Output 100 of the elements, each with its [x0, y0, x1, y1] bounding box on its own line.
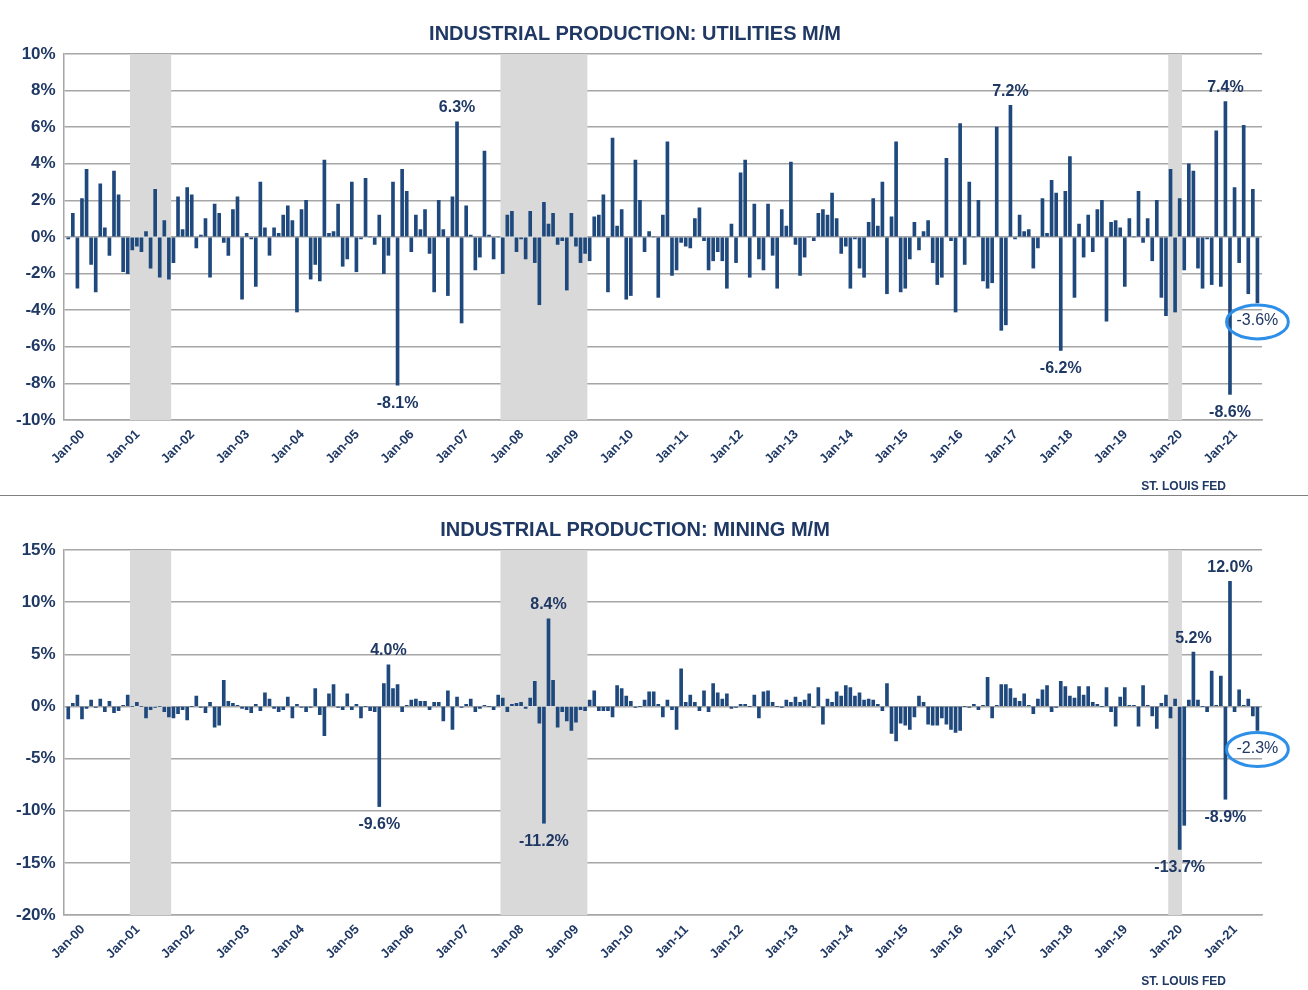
bar: [436, 200, 441, 237]
bar: [1164, 694, 1168, 707]
y-tick-label: -8%: [25, 373, 56, 393]
bar: [903, 237, 908, 289]
bar: [651, 691, 656, 707]
bar: [647, 231, 651, 237]
bar: [949, 706, 953, 730]
bar: [1141, 237, 1145, 243]
bar: [1090, 237, 1095, 252]
bar: [930, 706, 935, 726]
bar: [295, 704, 299, 707]
bar: [807, 693, 812, 707]
bar: [752, 203, 757, 237]
y-tick-label: 15%: [21, 539, 56, 559]
bar: [71, 212, 75, 237]
annotation: -8.6%: [1209, 402, 1251, 420]
bar: [619, 209, 624, 237]
bar: [176, 196, 180, 237]
annotation: -8.1%: [376, 393, 419, 411]
y-tick-label: -6%: [25, 336, 56, 356]
bar: [295, 237, 299, 313]
annotation: 5.2%: [1175, 628, 1212, 646]
bar: [917, 237, 921, 251]
bar: [1077, 223, 1081, 237]
bar: [176, 706, 180, 715]
y-tick-label: 4%: [31, 153, 56, 173]
annotation: 7.4%: [1207, 77, 1244, 95]
bar: [185, 706, 190, 721]
bar: [272, 227, 276, 237]
bar: [747, 237, 752, 278]
bar: [468, 698, 473, 707]
bar: [999, 684, 1004, 707]
bar: [167, 237, 171, 280]
bar: [656, 237, 661, 298]
bar: [583, 706, 587, 711]
bar: [688, 694, 693, 707]
bar: [98, 698, 103, 707]
bar: [185, 187, 190, 237]
bar: [885, 683, 889, 707]
bar: [66, 706, 71, 720]
bar: [990, 706, 994, 719]
bar: [775, 237, 780, 289]
bar: [926, 220, 930, 237]
bar: [1154, 200, 1159, 237]
bar: [734, 237, 738, 263]
bar: [93, 237, 98, 293]
bar: [125, 694, 130, 707]
bar: [843, 685, 848, 707]
y-tick-label: -2%: [25, 263, 56, 283]
bar: [112, 170, 116, 237]
bar: [757, 706, 761, 719]
bar: [962, 237, 967, 265]
bar: [917, 695, 921, 707]
bar: [894, 141, 898, 237]
bar: [391, 181, 395, 237]
bar: [473, 237, 478, 271]
bar: [532, 681, 537, 707]
bar: [862, 237, 866, 278]
bar: [455, 121, 459, 237]
bar: [441, 706, 446, 722]
y-tick-label: 2%: [31, 190, 56, 210]
bar: [208, 701, 212, 707]
bar: [1122, 687, 1127, 707]
bar: [336, 203, 340, 237]
bar: [153, 189, 157, 237]
bar: [999, 237, 1004, 331]
bar: [1086, 214, 1091, 237]
bar: [313, 688, 318, 707]
bar: [423, 700, 427, 707]
annotation: -3.6%: [1236, 311, 1279, 329]
bar: [1109, 222, 1113, 237]
bar: [249, 706, 254, 714]
bar: [688, 237, 693, 249]
bar: [455, 696, 459, 707]
annotation: 12.0%: [1207, 557, 1253, 575]
bar: [1186, 163, 1191, 237]
bar: [903, 706, 908, 726]
bar: [1173, 237, 1177, 313]
bar: [446, 237, 450, 296]
annotation: 7.2%: [992, 81, 1029, 99]
bar: [1150, 237, 1155, 262]
bar: [80, 706, 84, 720]
bar: [1177, 198, 1182, 237]
bar: [907, 706, 912, 730]
bar: [1209, 237, 1214, 285]
bar: [766, 690, 770, 707]
bar: [1251, 189, 1255, 237]
bar: [898, 237, 903, 293]
bar: [473, 706, 478, 712]
y-tick-label: 6%: [31, 116, 56, 136]
bar: [624, 237, 629, 300]
bar: [789, 701, 793, 707]
bar: [263, 692, 267, 707]
bar: [409, 699, 414, 707]
bar: [194, 237, 199, 249]
bar: [592, 690, 597, 707]
bar: [285, 205, 290, 237]
bar: [564, 237, 569, 291]
bar: [1164, 237, 1168, 317]
y-tick-label: 0%: [31, 696, 56, 716]
